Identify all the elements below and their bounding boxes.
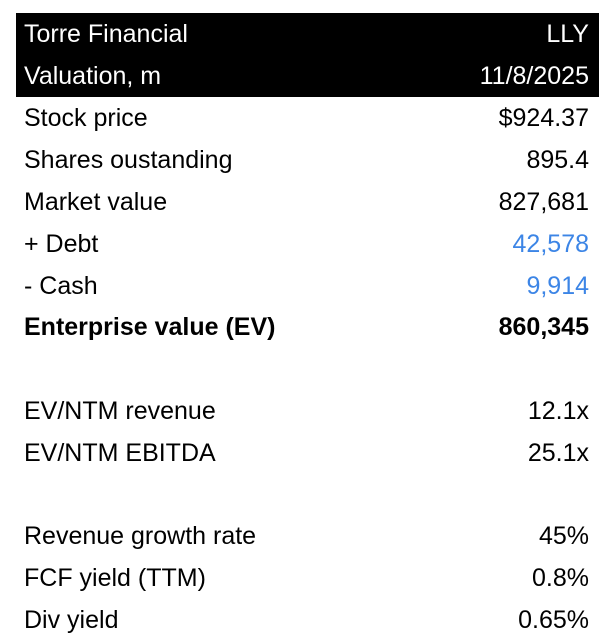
spacer-row xyxy=(16,349,599,391)
row-fcf-yield: FCF yield (TTM) 0.8% xyxy=(16,558,599,600)
row-label: Stock price xyxy=(24,104,148,133)
row-value-input: 9,914 xyxy=(526,271,589,300)
row-label: - Cash xyxy=(24,271,98,300)
row-value: 827,681 xyxy=(498,187,589,216)
row-value: 0.8% xyxy=(532,564,589,593)
row-ev-ntm-revenue: EV/NTM revenue 12.1x xyxy=(16,391,599,433)
row-value: $924.37 xyxy=(498,104,589,133)
row-label: FCF yield (TTM) xyxy=(24,564,206,593)
row-ev-ntm-ebitda: EV/NTM EBITDA 25.1x xyxy=(16,432,599,474)
row-shares-outstanding: Shares oustanding 895.4 xyxy=(16,140,599,182)
spacer-row xyxy=(16,474,599,516)
valuation-table: Stock price $924.37 Shares oustanding 89… xyxy=(16,98,599,641)
row-value: 25.1x xyxy=(527,438,589,467)
row-stock-price: Stock price $924.37 xyxy=(16,98,599,140)
row-value: 45% xyxy=(538,522,589,551)
row-value: 860,345 xyxy=(498,313,589,342)
row-market-value: Market value 827,681 xyxy=(16,182,599,224)
row-debt: + Debt 42,578 xyxy=(16,223,599,265)
row-label: + Debt xyxy=(24,229,99,258)
row-value: 0.65% xyxy=(518,605,589,634)
row-label: Div yield xyxy=(24,605,119,634)
company-name: Torre Financial xyxy=(24,20,188,48)
valuation-subtitle: Valuation, m xyxy=(24,62,162,90)
row-label: EV/NTM revenue xyxy=(24,396,216,425)
valuation-date: 11/8/2025 xyxy=(479,62,589,90)
header-row-valuation: Valuation, m 11/8/2025 xyxy=(16,55,599,97)
header-block: Torre Financial LLY Valuation, m 11/8/20… xyxy=(16,13,599,97)
row-enterprise-value: Enterprise value (EV) 860,345 xyxy=(16,307,599,349)
row-label: Shares oustanding xyxy=(24,146,233,175)
row-value-input: 42,578 xyxy=(512,229,589,258)
header-row-company: Torre Financial LLY xyxy=(16,13,599,55)
row-label: Revenue growth rate xyxy=(24,522,257,551)
row-value: 895.4 xyxy=(526,146,589,175)
row-revenue-growth-rate: Revenue growth rate 45% xyxy=(16,516,599,558)
ticker: LLY xyxy=(546,20,589,48)
row-value: 12.1x xyxy=(527,396,589,425)
row-cash: - Cash 9,914 xyxy=(16,265,599,307)
row-label: Enterprise value (EV) xyxy=(24,313,276,342)
row-label: Market value xyxy=(24,187,168,216)
row-div-yield: Div yield 0.65% xyxy=(16,600,599,641)
row-label: EV/NTM EBITDA xyxy=(24,438,216,467)
